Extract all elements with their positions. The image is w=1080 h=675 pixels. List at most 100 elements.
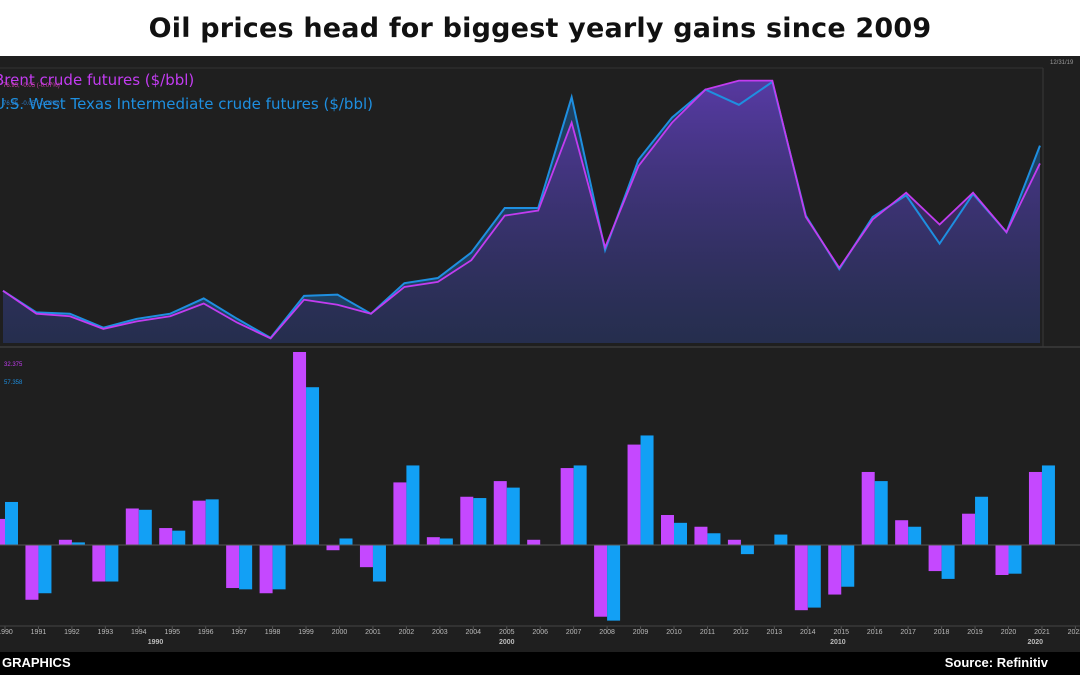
- date-readout: 12/31/19: [1050, 60, 1074, 66]
- x-tick-label: 2002: [399, 629, 415, 636]
- bar-wti-2020: [1008, 545, 1022, 574]
- x-tick-label: 2013: [767, 629, 783, 636]
- x-tick-label: 2006: [532, 629, 548, 636]
- bar-brent-1997: [226, 545, 240, 589]
- bar-wti-2013: [774, 534, 788, 545]
- x-tick-label: 2020: [1001, 629, 1017, 636]
- x-tick-label: 1994: [131, 629, 147, 636]
- x-tick-label: 2011: [700, 629, 715, 636]
- brent-area: [3, 80, 1040, 343]
- x-tick-label: 1995: [164, 629, 180, 636]
- x-tick-label: 2016: [867, 629, 883, 636]
- bar-wti-2009: [640, 435, 654, 545]
- brent-line: [2, 79, 1041, 340]
- bar-wti-2011: [707, 533, 721, 545]
- bar-wti-1998: [272, 545, 286, 590]
- x-tick-label: 2005: [499, 629, 515, 636]
- bar-brent-2010: [661, 515, 674, 545]
- bar-wti-1997: [239, 545, 253, 590]
- x-tick-label: 2014: [800, 629, 816, 636]
- x-tick-label: 2015: [833, 629, 849, 636]
- bar-wti-2019: [975, 496, 989, 545]
- x-tick-label: 1992: [64, 629, 80, 636]
- x-tick-label: 2021: [1034, 629, 1050, 636]
- x-tick-label: 1991: [31, 629, 47, 636]
- legend: Brent crude futures ($/bbl) U.S. West Te…: [0, 68, 373, 116]
- bar-wti-2003: [439, 538, 453, 545]
- bar-brent-2006: [527, 539, 541, 545]
- x-tick-label: 2000: [332, 629, 348, 636]
- bar-brent-2000: [326, 545, 340, 551]
- bar-wti-2008: [607, 545, 621, 621]
- bar-wti-1994: [138, 509, 152, 545]
- chart-area: 1990 1991 1992 1993 1994 1995 1996 1997 1998 1999…: [0, 56, 1080, 652]
- x-tick-label: 2003: [432, 629, 448, 636]
- decade-label: 1990: [148, 639, 164, 646]
- chart-svg: 1990 1991 1992 1993 1994 1995 1996 1997 1998 1999…: [0, 67, 1080, 646]
- bar-brent-2005: [493, 481, 507, 545]
- bar-wti-1999: [306, 387, 320, 545]
- lower-wti-readout: 57.358: [4, 380, 23, 386]
- bar-wti-2002: [406, 465, 420, 545]
- footer-left: GRAPHICS: [2, 655, 71, 670]
- bar-brent-2012: [727, 539, 741, 545]
- bar-wti-1995: [172, 530, 186, 545]
- wti-line: [2, 80, 1041, 340]
- bar-brent-1990: [0, 518, 5, 545]
- bar-wti-2015: [841, 545, 855, 587]
- bar-brent-2003: [426, 537, 440, 545]
- bar-brent-2002: [393, 482, 407, 545]
- bar-brent-2015: [828, 545, 842, 595]
- x-tick-label: 1999: [298, 629, 314, 636]
- footer-source: Source: Refinitiv: [944, 655, 1048, 670]
- bar-brent-2004: [460, 496, 474, 545]
- bar-wti-1992: [71, 542, 85, 545]
- x-tick-label: 2009: [633, 629, 649, 636]
- bar-brent-2017: [895, 520, 909, 545]
- bar-wti-1991: [38, 545, 52, 594]
- legend-wti: U.S. West Texas Intermediate crude futur…: [0, 95, 373, 113]
- bar-wti-2021: [1041, 465, 1055, 545]
- bar-brent-2019: [962, 513, 976, 545]
- bar-brent-1992: [58, 539, 72, 545]
- bar-brent-2020: [995, 545, 1009, 575]
- x-tick-label: 2018: [934, 629, 950, 636]
- bar-brent-1991: [25, 545, 39, 600]
- bar-wti-2018: [941, 545, 955, 579]
- bar-wti-1990: [5, 501, 18, 545]
- x-tick-label: 1998: [265, 629, 281, 636]
- brent-readout: 76.95, -0.05 (-0.07%): [3, 83, 60, 89]
- x-tick-label: 2001: [365, 629, 381, 636]
- decade-label: 2020: [1027, 639, 1043, 646]
- bar-wti-1993: [105, 545, 119, 582]
- lower-brent-readout: 32.375: [4, 362, 23, 368]
- bar-wti-2000: [339, 538, 353, 545]
- bar-brent-2014: [794, 545, 808, 611]
- bar-brent-1993: [92, 545, 106, 582]
- x-tick-label: 1997: [231, 629, 247, 636]
- title-bar: Oil prices head for biggest yearly gains…: [0, 0, 1080, 56]
- x-tick-label: 1993: [98, 629, 114, 636]
- bar-brent-2011: [694, 526, 708, 545]
- decade-label: 2000: [499, 639, 515, 646]
- bar-brent-2008: [594, 545, 608, 617]
- bar-wti-2017: [908, 526, 922, 545]
- bar-brent-2021: [1028, 471, 1042, 545]
- footer: GRAPHICS Source: Refinitiv: [0, 652, 1080, 675]
- bar-brent-1998: [259, 545, 273, 594]
- bar-wti-2007: [573, 465, 587, 545]
- x-tick-label: 2022: [1068, 629, 1080, 636]
- bar-brent-1994: [125, 508, 139, 545]
- x-tick-label: 2017: [900, 629, 916, 636]
- legend-brent: Brent crude futures ($/bbl): [0, 71, 195, 89]
- bar-brent-2016: [861, 471, 875, 545]
- bar-brent-2001: [359, 545, 373, 568]
- x-tick-label: 2019: [967, 629, 983, 636]
- x-tick-label: 1990: [0, 629, 13, 636]
- bar-brent-1999: [293, 352, 307, 545]
- bar-wti-2014: [807, 545, 821, 608]
- bar-brent-2009: [627, 444, 641, 545]
- x-tick-label: 2007: [566, 629, 582, 636]
- x-tick-label: 1996: [198, 629, 214, 636]
- x-tick-label: 2004: [466, 629, 482, 636]
